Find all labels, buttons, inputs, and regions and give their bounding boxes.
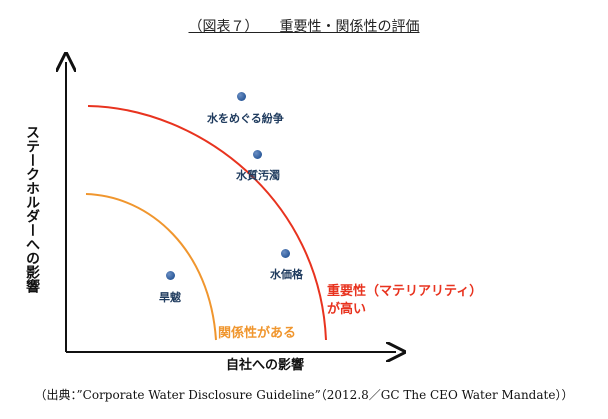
relationship-label: 関係性がある — [218, 326, 297, 341]
item-dot-water-conflict — [237, 92, 246, 101]
item-dot-water-price — [281, 249, 290, 258]
materiality-label-line1: 重要性（マテリアリティ） — [327, 284, 483, 299]
item-label-water-price: 水価格 — [270, 268, 303, 281]
item-label-water-pollution: 水質汚濁 — [236, 169, 280, 182]
item-dot-drought — [166, 271, 175, 280]
item-label-water-conflict: 水をめぐる紛争 — [207, 112, 284, 125]
item-label-drought: 旱魃 — [159, 291, 181, 304]
relationship-curve — [85, 193, 217, 341]
y-axis-label: ステークホルダーへの影響 — [24, 125, 40, 293]
source-note: （出典：”Corporate Water Disclosure Guidelin… — [34, 388, 574, 402]
diagram-title: （図表７） 重要性・関係性の評価 — [188, 19, 420, 35]
item-dot-water-pollution — [253, 150, 262, 159]
materiality-label-line2: が高い — [327, 302, 367, 317]
x-axis-label: 自社への影響 — [225, 358, 304, 373]
materiality-curve — [87, 105, 327, 341]
